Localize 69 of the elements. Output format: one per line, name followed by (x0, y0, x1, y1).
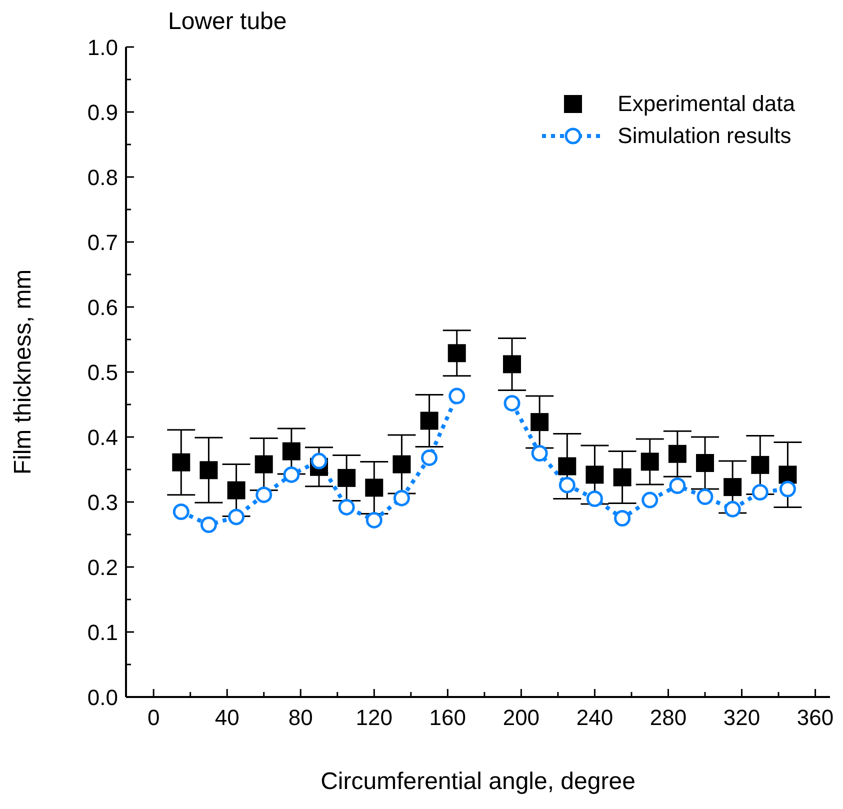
point (696, 454, 714, 472)
point (586, 490, 603, 507)
x-tick-label: 40 (214, 705, 240, 730)
point (642, 492, 658, 508)
point (420, 412, 438, 430)
x-tick-label: 160 (429, 705, 466, 730)
point (172, 453, 190, 472)
x-tick-label: 80 (288, 705, 313, 730)
y-tick-label: 1.0 (87, 35, 118, 60)
point (696, 488, 714, 506)
point (752, 484, 768, 500)
y-tick-label: 0.4 (87, 425, 118, 450)
point (640, 452, 659, 471)
y-axis-title: Film thickness, mm (10, 269, 37, 475)
point (254, 455, 273, 474)
y-tick-label: 0.7 (87, 230, 118, 255)
point (530, 413, 549, 432)
point (558, 457, 576, 476)
y-tick-label: 0.1 (87, 620, 118, 645)
point (778, 466, 797, 484)
x-axis-title: Circumferential angle, degree (320, 768, 636, 795)
point (256, 486, 272, 504)
point (283, 466, 300, 483)
point (779, 480, 796, 498)
point (558, 476, 576, 494)
point (724, 478, 742, 496)
x-tick-label: 200 (502, 705, 540, 730)
chart-title: Lower tube (168, 8, 287, 36)
x-tick-label: 240 (576, 705, 614, 730)
x-tick-label: 280 (650, 705, 687, 730)
point (392, 455, 411, 474)
point (282, 442, 300, 460)
y-tick-label: 0.9 (87, 100, 118, 125)
point (200, 461, 218, 480)
point (503, 355, 522, 374)
point (227, 481, 246, 500)
point (421, 450, 438, 466)
point (531, 445, 548, 462)
point (393, 490, 410, 506)
y-tick-label: 0.6 (87, 295, 118, 320)
point (172, 504, 190, 520)
point (613, 468, 632, 486)
point (614, 510, 631, 526)
point (200, 516, 217, 533)
x-tick-label: 320 (723, 705, 760, 730)
y-tick-label: 0.0 (87, 685, 118, 710)
point (338, 468, 356, 487)
point (751, 456, 770, 474)
y-tick-label: 0.2 (87, 555, 118, 580)
y-tick-label: 0.5 (87, 360, 118, 385)
point (668, 444, 686, 463)
point (504, 394, 520, 412)
legend-label: Experimental data (618, 90, 795, 118)
point (669, 478, 686, 494)
point (724, 500, 741, 518)
point (586, 466, 604, 484)
point (338, 498, 355, 516)
point (448, 344, 466, 362)
y-tick-label: 0.3 (87, 490, 118, 515)
x-tick-label: 0 (147, 705, 160, 730)
y-tick-label: 0.8 (87, 165, 118, 190)
point (310, 452, 328, 470)
x-tick-label: 120 (356, 705, 393, 730)
point (365, 478, 384, 497)
legend-label: Simulation results (618, 122, 792, 150)
point (448, 388, 466, 404)
point (228, 508, 245, 526)
x-tick-label: 360 (796, 705, 834, 730)
point (366, 512, 382, 528)
